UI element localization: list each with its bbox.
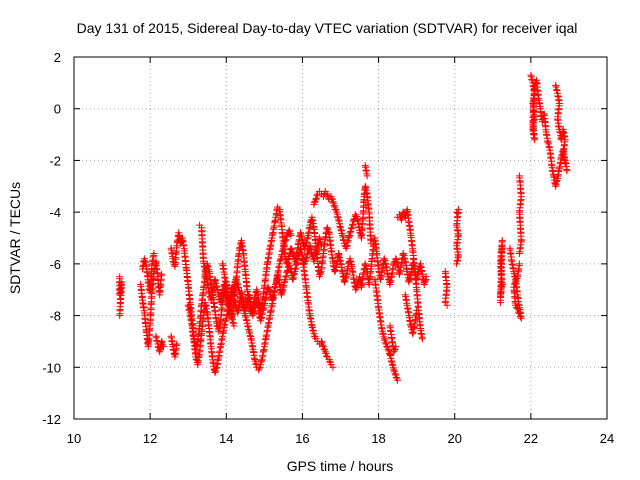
data-point: [158, 270, 166, 278]
x-tick-label: 24: [600, 431, 614, 446]
data-point: [394, 376, 402, 384]
plot-frame: [73, 56, 608, 420]
y-tick-label: -10: [42, 360, 61, 375]
data-point: [342, 274, 350, 282]
data-point: [340, 278, 348, 286]
data-point: [514, 305, 521, 313]
axis-ticks: 10 12 14 16 18 20 22 24 -12 -10 -8 -6 -4 -2 0 2: [42, 50, 614, 446]
data-point: [418, 335, 426, 343]
data-point: [323, 190, 331, 198]
data-point: [382, 339, 390, 347]
data-point: [516, 313, 524, 321]
data-point: [496, 299, 504, 307]
data-point: [329, 363, 337, 371]
data-point: [392, 343, 400, 351]
data-point: [391, 370, 399, 378]
data-point: [390, 366, 398, 374]
data-point: [281, 237, 289, 245]
data-point: [160, 343, 167, 351]
data-point: [363, 172, 371, 180]
data-point: [287, 244, 295, 252]
data-point: [347, 225, 355, 233]
y-tick-label: 2: [54, 50, 61, 65]
data-point: [318, 337, 325, 345]
x-tick-label: 14: [219, 431, 233, 446]
data-point: [211, 369, 219, 376]
x-tick-label: 20: [447, 431, 461, 446]
data-point: [511, 279, 519, 287]
data-point: [453, 260, 461, 268]
data-point: [287, 231, 295, 239]
data-point: [515, 310, 523, 317]
data-point: [561, 159, 569, 167]
data-point: [150, 250, 158, 257]
data-point: [318, 242, 325, 250]
data-point: [323, 224, 331, 232]
x-tick-label: 10: [67, 431, 81, 446]
y-tick-label: -4: [49, 205, 61, 220]
grid: [74, 57, 607, 419]
data-point: [346, 229, 354, 237]
data-point: [515, 308, 522, 316]
x-axis-label: GPS time / hours: [287, 458, 394, 474]
x-tick-label: 18: [371, 431, 385, 446]
data-point: [173, 340, 181, 348]
y-tick-label: -6: [49, 257, 61, 272]
data-point: [515, 260, 523, 268]
data-point: [422, 273, 430, 281]
data-point: [563, 167, 571, 175]
data-point: [330, 202, 338, 210]
data-point: [352, 284, 360, 292]
chart-title: Day 131 of 2015, Sidereal Day-to-day VTE…: [77, 20, 578, 36]
data-point: [443, 301, 451, 309]
y-tick-label: 0: [54, 102, 61, 117]
data-point: [352, 211, 360, 219]
data-point: [233, 279, 241, 287]
data-point: [312, 195, 320, 203]
data-point: [321, 348, 329, 356]
data-point: [116, 312, 124, 320]
data-point: [283, 233, 291, 241]
data-point: [328, 195, 336, 203]
data-point: [312, 194, 320, 202]
data-point: [232, 275, 240, 283]
data-point: [212, 364, 220, 372]
data-point: [311, 198, 318, 206]
data-point: [380, 335, 388, 343]
data-point: [517, 314, 525, 322]
data-point: [326, 358, 334, 366]
x-tick-label: 16: [295, 431, 309, 446]
data-point: [158, 337, 166, 345]
data-point: [251, 356, 259, 363]
data-point: [515, 250, 523, 257]
data-point: [367, 239, 375, 247]
data-point: [159, 341, 167, 349]
x-tick-label: 12: [143, 431, 157, 446]
data-point: [341, 277, 349, 285]
y-axis-label: SDTVAR / TECUs: [7, 182, 23, 294]
data-point: [390, 346, 398, 354]
data-point: [399, 208, 407, 216]
data-point: [413, 306, 421, 314]
data-point: [230, 322, 238, 330]
data-point: [347, 228, 355, 235]
data-point: [392, 255, 400, 263]
data-point: [313, 191, 321, 199]
data-point: [329, 198, 337, 206]
data-point: [212, 367, 219, 375]
data-point: [319, 341, 327, 349]
y-tick-label: -12: [42, 412, 61, 427]
x-tick-label: 22: [524, 431, 538, 446]
data-point: [285, 226, 293, 234]
data-points: [116, 71, 571, 384]
y-tick-label: -2: [49, 153, 61, 168]
data-point: [512, 278, 520, 286]
data-point: [513, 275, 521, 282]
data-point: [286, 230, 294, 238]
data-point: [255, 364, 263, 372]
y-tick-label: -8: [49, 309, 61, 324]
